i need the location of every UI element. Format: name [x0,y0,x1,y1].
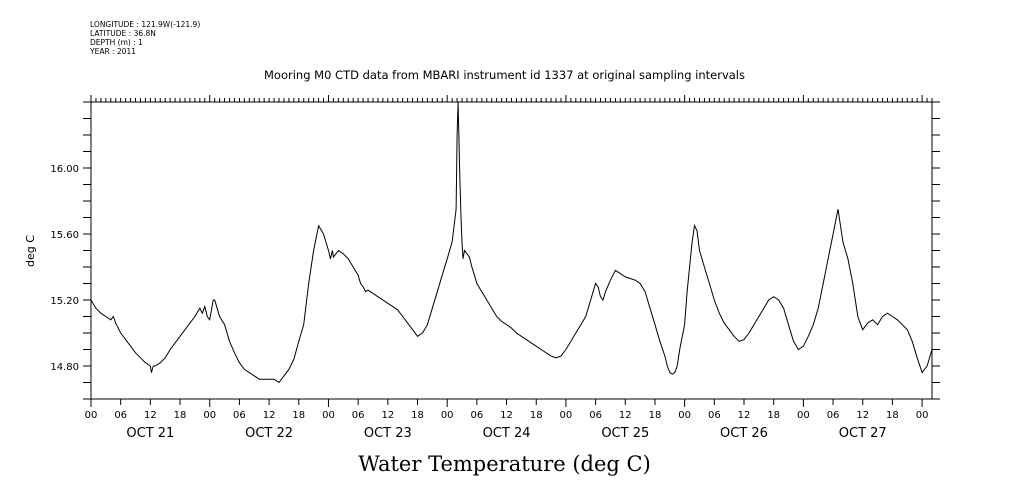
x-hour-tick-label: 00 [203,410,216,421]
depth-text: DEPTH (m) : 1 [90,38,143,47]
x-day-label: OCT 26 [720,426,768,441]
x-axis-label: Water Temperature (deg C) [358,452,651,476]
x-day-label: OCT 24 [483,426,531,441]
y-tick-label: 15.20 [50,296,79,307]
x-hour-tick-label: 06 [471,410,484,421]
x-hour-tick-label: 06 [708,410,721,421]
x-hour-tick-label: 12 [856,410,869,421]
x-day-label: OCT 27 [839,426,887,441]
x-hour-tick-label: 12 [381,410,394,421]
x-hour-tick-label: 06 [114,410,127,421]
year-text: YEAR : 2011 [90,47,137,56]
metadata-block: LONGITUDE : 121.9W(-121.9) LATITUDE : 36… [90,20,200,56]
x-hour-tick-label: 00 [85,410,98,421]
axes: 00 06 12 18 00 06 12 18 00 06 12 18 00 06 12 18 00 06 12 18… [50,95,940,441]
longitude-text: LONGITUDE : 121.9W(-121.9) [90,20,201,29]
x-hour-tick-label: 12 [619,410,632,421]
chart-title: Mooring M0 CTD data from MBARI instrumen… [264,68,745,82]
x-hour-tick-label: 12 [500,410,513,421]
x-hour-tick-label: 12 [738,410,751,421]
x-day-label: OCT 22 [245,426,293,441]
x-hour-tick-label: 00 [322,410,335,421]
x-hour-tick-label: 18 [174,410,187,421]
x-hour-tick-label: 00 [560,410,573,421]
x-hour-tick-label: 00 [678,410,691,421]
x-hour-tick-label: 18 [411,410,424,421]
x-hour-tick-label: 18 [767,410,780,421]
x-hour-tick-label: 06 [827,410,840,421]
y-tick-label: 16.00 [50,164,79,175]
x-hour-tick-label: 18 [886,410,899,421]
x-hour-tick-label: 00 [441,410,454,421]
x-day-label: OCT 23 [364,426,412,441]
x-hour-tick-label: 00 [916,410,929,421]
x-hour-tick-label: 12 [263,410,276,421]
x-hour-tick-label: 00 [797,410,810,421]
x-hour-tick-label: 06 [589,410,602,421]
x-day-label: OCT 25 [601,426,649,441]
y-tick-label: 14.80 [50,362,79,373]
x-hour-tick-label: 12 [144,410,157,421]
series-layer [90,101,933,384]
x-hour-tick-label: 18 [649,410,662,421]
latitude-text: LATITUDE : 36.8N [90,29,156,38]
x-day-label: OCT 21 [126,426,174,441]
water-temperature-line [90,101,933,384]
y-axis-label: deg C [24,235,37,267]
y-tick-label: 15.60 [50,230,79,241]
x-hour-tick-label: 06 [233,410,246,421]
plot-frame [90,101,933,400]
x-hour-tick-label: 06 [352,410,365,421]
x-hour-tick-label: 18 [292,410,305,421]
x-hour-tick-label: 18 [530,410,543,421]
